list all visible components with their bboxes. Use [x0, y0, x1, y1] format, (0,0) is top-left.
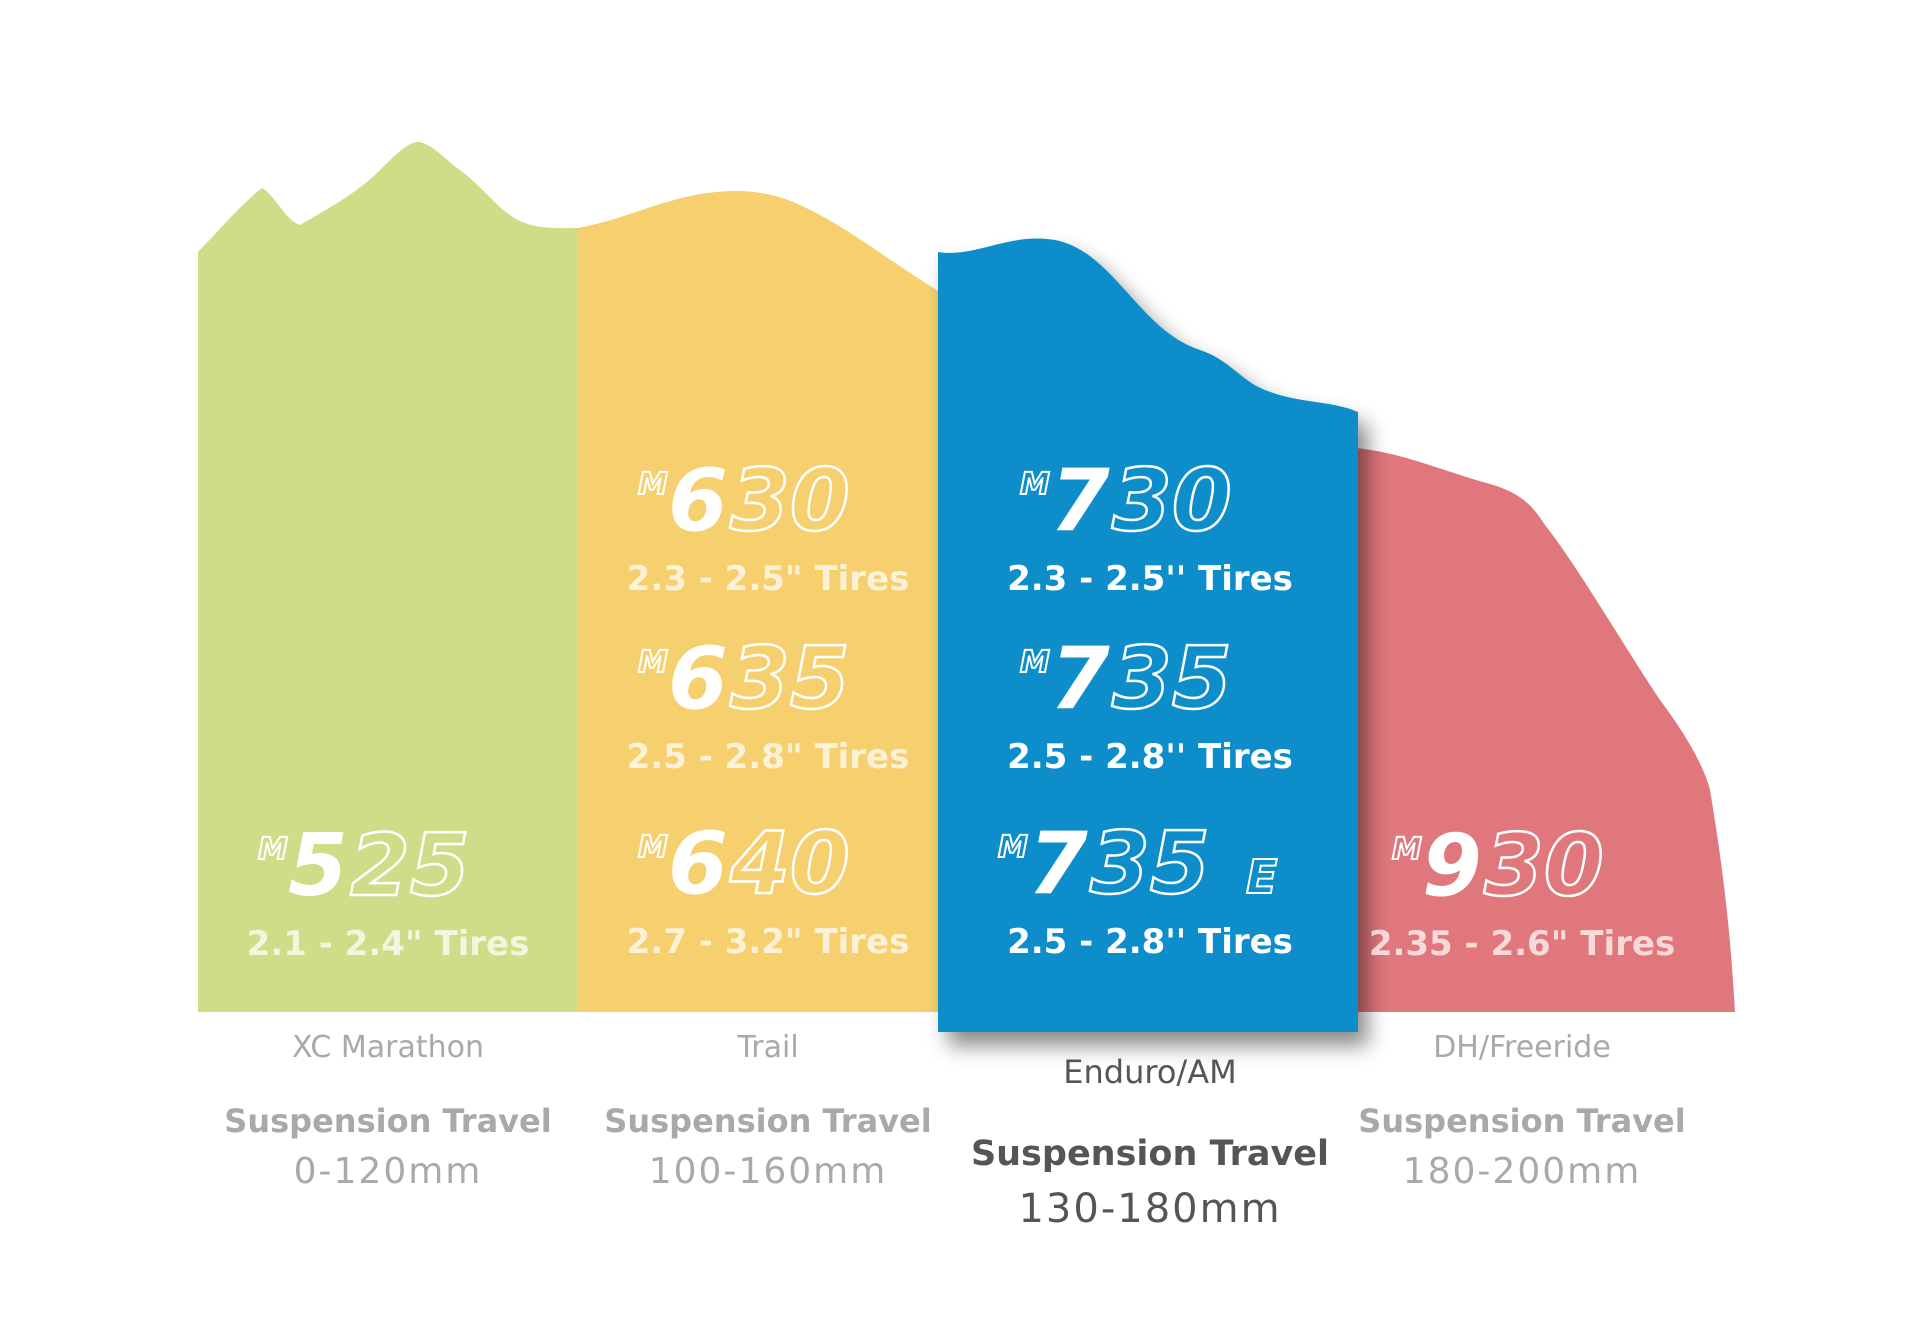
model-prefix: M	[638, 645, 668, 680]
category-label: XC Marathon	[292, 1030, 484, 1065]
model-suffix: E	[1246, 850, 1277, 904]
dh-freeride-area	[1355, 448, 1735, 1012]
model-number: 35	[1112, 629, 1232, 729]
model-logo: M 7 30	[1019, 450, 1233, 553]
model-logo: M 9 30	[1391, 815, 1605, 918]
model-prefix: M	[638, 830, 668, 865]
category-dh: M 9 30 2.35 - 2.6" Tires DH/Freeride Suspensi…	[1358, 815, 1685, 1192]
tire-size-label: 2.5 - 2.8'' Tires	[1007, 737, 1293, 777]
tire-size-label: 2.5 - 2.8" Tires	[627, 737, 910, 777]
model-series-digit: 7	[1050, 451, 1110, 551]
category-xc: M 5 25 2.1 - 2.4" Tires XC Marathon Suspensio…	[224, 815, 551, 1192]
model-logo: M 7 35 E	[997, 813, 1278, 916]
suspension-travel-title: Suspension Travel	[224, 1102, 551, 1140]
model-series-digit: 5	[288, 816, 348, 916]
model-prefix: M	[998, 830, 1028, 865]
suspension-travel-range: 180-200mm	[1403, 1151, 1642, 1192]
model-prefix: M	[1020, 467, 1050, 502]
model-prefix: M	[258, 832, 288, 867]
suspension-travel-range: 130-180mm	[1018, 1186, 1281, 1232]
model-prefix: M	[1392, 832, 1422, 867]
model-prefix: M	[1020, 645, 1050, 680]
enduro-am-area	[938, 238, 1358, 1032]
model-number: 25	[350, 816, 470, 916]
model-series-digit: 6	[668, 629, 728, 729]
tire-size-label: 2.3 - 2.5'' Tires	[1007, 559, 1293, 599]
category-label: Trail	[736, 1030, 798, 1065]
category-label: Enduro/AM	[1063, 1053, 1236, 1091]
trail-area	[578, 191, 940, 1012]
model-logo: M 7 35	[1019, 628, 1233, 731]
model-logo: M 6 35	[637, 628, 851, 731]
model-logo: M 6 30	[637, 450, 851, 553]
tire-size-label: 2.35 - 2.6" Tires	[1369, 924, 1675, 964]
suspension-travel-title: Suspension Travel	[971, 1134, 1329, 1174]
suspension-travel-title: Suspension Travel	[1358, 1102, 1685, 1140]
model-number: 35	[1090, 814, 1210, 914]
model-series-digit: 6	[668, 814, 728, 914]
tire-size-label: 2.5 - 2.8'' Tires	[1007, 922, 1293, 962]
model-number: 40	[729, 814, 850, 914]
model-series-digit: 7	[1050, 629, 1110, 729]
model-number: 30	[730, 451, 850, 551]
model-series-digit: 9	[1422, 816, 1482, 916]
model-number: 30	[1484, 816, 1604, 916]
category-label: DH/Freeride	[1433, 1030, 1611, 1065]
xc-marathon-area	[198, 141, 578, 1012]
model-logo: M 6 40	[637, 813, 851, 916]
tire-size-label: 2.3 - 2.5" Tires	[627, 559, 910, 599]
model-prefix: M	[638, 467, 668, 502]
model-number: 35	[730, 629, 850, 729]
tire-size-label: 2.1 - 2.4" Tires	[247, 924, 530, 964]
model-series-digit: 7	[1028, 814, 1088, 914]
suspension-travel-title: Suspension Travel	[604, 1102, 931, 1140]
suspension-travel-range: 0-120mm	[294, 1151, 483, 1192]
tire-size-label: 2.7 - 3.2" Tires	[627, 922, 910, 962]
suspension-travel-range: 100-160mm	[649, 1151, 888, 1192]
model-number: 30	[1112, 451, 1232, 551]
model-series-digit: 6	[668, 451, 728, 551]
model-logo: M 5 25	[257, 815, 471, 918]
